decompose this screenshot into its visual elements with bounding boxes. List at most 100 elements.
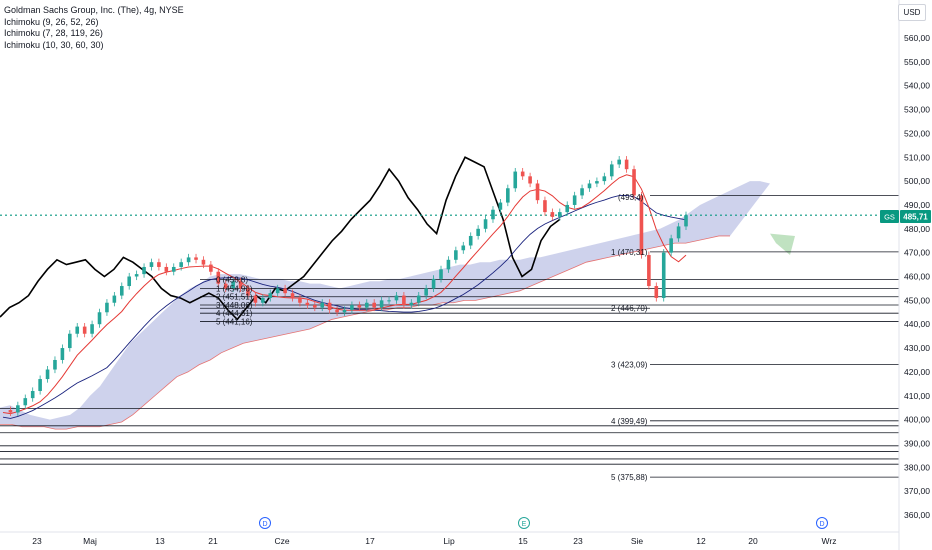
candle-body [632,169,636,196]
y-tick-label: 480,00 [904,224,930,234]
legend-indicator-3[interactable]: Ichimoku (10, 30, 60, 30) [4,39,104,50]
candles [8,156,688,417]
candle-body [30,390,35,399]
candle-body [394,295,399,301]
event-marker-label: D [262,521,267,528]
candle-body [506,188,510,203]
last-price-tag: GS 485,71 [880,210,931,223]
y-tick-label: 440,00 [904,319,930,329]
candle-body [580,188,584,196]
fib-label-right: 5 (375,88) [611,473,648,482]
candle-body [253,295,258,303]
candle-body [387,300,391,302]
y-tick-label: 410,00 [904,391,930,401]
legend-indicator-2[interactable]: Ichimoku (7, 28, 119, 26) [4,28,103,38]
candle-body [16,405,20,413]
candle-body [290,293,295,298]
currency-button[interactable]: USD [898,4,926,21]
y-tick-label: 470,00 [904,248,930,258]
event-marker[interactable]: D [816,517,828,529]
candle-body [572,195,577,205]
lagging-span [0,156,561,321]
candle-body [461,245,466,251]
candle-body [468,235,473,246]
x-tick-label: 20 [748,536,758,546]
y-tick-label: 390,00 [904,438,930,448]
candle-body [38,379,42,391]
candle-body [424,288,428,296]
x-tick-label: Maj [83,536,97,546]
x-tick-label: Wrz [822,536,837,546]
x-tick-label: 13 [155,536,165,546]
x-tick-label: Lip [443,536,455,546]
candle-body [238,281,243,289]
y-tick-label: 400,00 [904,415,930,425]
candle-body [602,176,607,182]
candle-body [313,305,317,308]
x-tick-label: 23 [573,536,583,546]
y-tick-label: 530,00 [904,105,930,115]
candle-body [112,295,117,303]
candle-body [416,295,421,303]
candle-body [164,266,169,272]
x-tick-label: Sie [631,536,644,546]
x-axis[interactable]: 23 Maj 13 21 Cze 17 Lip 15 23 Sie 12 20 Wrz [32,536,836,546]
candle-body [171,266,176,272]
candle-body [364,302,369,308]
candle-body [535,183,540,201]
y-tick-label: 370,00 [904,486,930,496]
x-tick-label: 12 [696,536,706,546]
fib-label-left: 0 (458,8) [216,275,248,284]
candle-body [23,398,28,406]
candle-body [97,312,102,325]
candle-body [454,250,458,260]
event-marker-circle [259,517,271,529]
candle-body [372,302,376,308]
candle-body [357,305,362,308]
candle-body [639,195,644,256]
legend-indicator-1[interactable]: Ichimoku (9, 26, 52, 26) [4,16,99,27]
candle-body [216,271,221,284]
candle-body [498,202,503,210]
fib-label-right: 4 (399,49) [611,417,648,426]
candle-body [565,204,570,213]
y-tick-label: 360,00 [904,510,930,520]
event-marker[interactable]: D [259,517,271,529]
chart-legend: Goldman Sachs Group, Inc. (The), 4g, NYS… [4,5,184,51]
y-tick-label: 520,00 [904,128,930,138]
candle-body [60,348,65,360]
candle-body [194,257,198,260]
candle-body [283,288,287,294]
candle-body [179,262,183,267]
candle-body [53,359,57,370]
candle-body [231,281,235,289]
cloud-lower-edge [0,235,730,430]
candle-body [223,283,228,289]
event-marker-label: D [819,521,824,528]
cloud-future [770,233,795,256]
candle-body [647,255,651,287]
event-marker-label: E [522,521,527,528]
candle-body [431,278,436,289]
legend-title[interactable]: Goldman Sachs Group, Inc. (The), 4g, NYS… [4,5,184,15]
candle-body [617,159,621,165]
x-tick-label: 23 [32,536,42,546]
y-tick-label: 460,00 [904,272,930,282]
candle-body [8,410,13,413]
candle-body [342,309,347,313]
candle-body [483,219,488,229]
candle-body [543,200,547,213]
fib-label-right: 3 (423,09) [611,361,648,370]
candle-body [350,305,354,310]
candle-body [134,274,139,277]
x-tick-label: 21 [208,536,218,546]
y-axis[interactable]: 560,00 550,00 540,00 530,00 520,00 510,00 500,… [904,33,930,520]
y-tick-label: 450,00 [904,295,930,305]
event-marker[interactable]: E [518,517,530,529]
candle-body [119,286,124,296]
candle-body [127,276,132,287]
candle-body [327,302,332,310]
symbol-label: GS [884,213,895,222]
